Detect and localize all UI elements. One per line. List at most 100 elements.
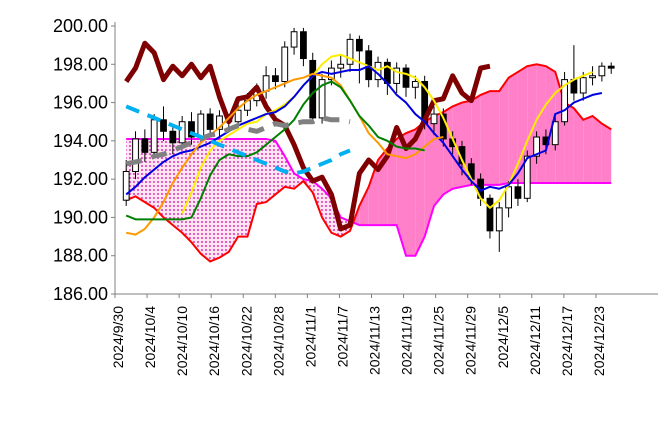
cloud-segment [573,108,584,183]
x-tick-label: 2024/11/7 [334,306,350,367]
candle-body [132,138,139,172]
cloud-segment [368,160,379,226]
candle-body [486,197,494,232]
y-tick-label: 194.00 [53,131,108,151]
indicator-lines [124,40,603,236]
candle-body [523,155,531,199]
cloud-segment [480,91,490,185]
x-tick-label: 2024/10/10 [174,306,190,376]
indicator-line [125,72,444,236]
cloud-segment [312,181,323,218]
x-tick-label: 2024/11/13 [367,306,383,375]
candle-body [141,138,149,153]
cloud-segment [294,173,304,189]
cloud-segment [424,115,434,237]
cloud-segment [228,138,239,252]
indicator-line [125,80,425,221]
cloud-segment [601,123,612,183]
y-tick-label: 192.00 [53,169,108,189]
x-tick-label: 2024/10/28 [270,306,286,376]
candle-body [533,136,540,157]
candle-body [561,79,568,123]
candle-body [197,113,205,138]
cloud-segment [284,156,295,189]
y-tick-label: 198.00 [53,54,108,74]
candle-body [234,109,242,123]
ichimoku-cloud [125,63,612,263]
cloud-segment [191,138,201,254]
x-tick-label: 2024/11/29 [463,306,479,375]
cloud-segment [322,188,332,233]
candle-body [272,75,279,83]
indicator-line [125,115,351,167]
candle-body [393,67,401,84]
cloud-segment [508,71,518,183]
candle-body [216,115,223,130]
cloud-segment [583,115,593,183]
cloud-segment [200,138,211,262]
cloud-segment [415,121,425,256]
candle-body [262,75,270,92]
x-tick-label: 2024/12/17 [559,306,575,376]
candle-body [607,65,615,69]
cloud-segment [256,138,267,205]
candle-body [411,81,419,88]
indicator-line [125,65,603,196]
candle-body [551,121,559,146]
indicator-line [124,40,491,232]
y-tick-label: 196.00 [53,93,108,113]
x-tick-label: 2024/11/25 [431,306,447,375]
candle-body [290,31,298,48]
x-tick-label: 2024/9/30 [110,306,126,368]
cloud-segment [489,91,500,185]
candle-body [309,59,317,119]
y-tick-label: 200.00 [53,16,108,36]
candle-body [579,77,587,94]
y-tick-label: 188.00 [53,246,108,266]
cloud-segment [154,138,164,218]
cloud-segment [564,102,574,183]
candle-body [178,121,186,144]
x-tick-label: 2024/10/16 [206,306,222,376]
senkou-span-b [125,63,612,263]
x-tick-label: 2024/12/5 [495,306,511,368]
x-tick-label: 2024/12/11 [527,306,543,375]
candle-body [281,46,289,83]
y-tick-label: 190.00 [53,207,108,227]
candle-body [169,130,177,144]
cloud-segment [182,138,192,243]
cloud-segment [517,66,528,183]
cloud-segment [266,138,276,203]
candle-body [346,38,354,65]
cloud-segment [359,186,369,226]
cloud-segment [219,138,229,258]
candle-body [188,121,195,138]
cloud-segment [387,138,397,226]
y-tick-label: 186.00 [53,284,108,304]
cloud-segment [396,133,407,256]
cloud-segment [592,115,602,183]
candle-body [206,113,214,130]
candle-body [402,67,410,88]
indicator-line [181,53,593,215]
x-tick-label: 2024/12/23 [591,306,607,376]
cloud-segment [406,129,416,256]
candle-body [122,170,130,201]
cloud-segment [499,77,509,185]
candle-body [514,186,522,199]
candle-body [150,119,158,153]
axes: 186.00 188.00 190.00 192.00 194.00 196.00 198.… [53,16,658,376]
indicator-line [125,104,351,176]
x-tick-label: 2024/10/22 [238,306,254,376]
candle-body [318,79,326,119]
x-tick-label: 2024/10/4 [142,306,158,368]
candle-body [589,75,596,79]
cloud-segment [172,138,183,233]
candle-body [337,63,345,69]
cloud-segment [210,138,220,262]
candle-body [495,207,503,232]
x-tick-label: 2024/11/19 [399,306,415,375]
x-tick-label: 2024/11/1 [302,306,318,367]
candle-body [355,38,363,52]
